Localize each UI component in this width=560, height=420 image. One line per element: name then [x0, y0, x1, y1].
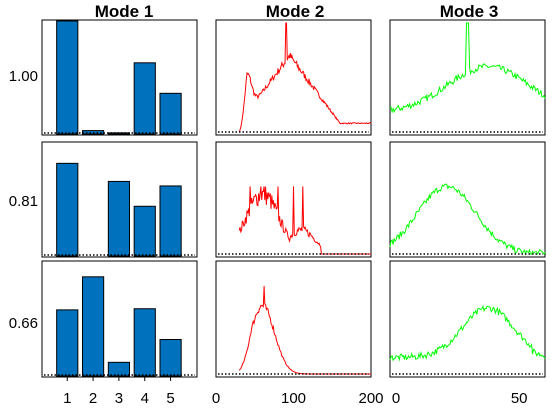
bar-row-1-cat-5	[159, 92, 182, 135]
title-mode-1: Mode 1	[95, 2, 154, 21]
bar-row-3-cat-3	[107, 361, 131, 377]
x-tick-mode-2-100: 100	[281, 390, 306, 407]
x-tick-mode-1-3: 3	[115, 390, 123, 407]
bar-row-3-cat-5	[159, 339, 182, 377]
panel-frame	[389, 19, 546, 136]
panel-frame	[215, 260, 372, 378]
series-mode-2	[238, 22, 372, 133]
series-mode-3	[389, 304, 546, 362]
x-tick-mode-2-200: 200	[358, 390, 383, 407]
panel-mode-2-row-3	[215, 260, 372, 378]
bar-row-1-cat-4	[133, 62, 156, 135]
bar-row-3-cat-2	[81, 276, 105, 377]
x-tick-mode-2-0: 0	[212, 390, 220, 407]
x-tick-mode-1-5: 5	[166, 390, 174, 407]
panel-mode-3-row-1	[389, 19, 546, 136]
x-tick-mode-1-4: 4	[141, 390, 149, 407]
bar-row-2-cat-5	[159, 185, 182, 257]
series-mode-3	[389, 183, 546, 256]
panel-mode-2-row-2	[215, 141, 372, 258]
panel-mode-3-row-2	[389, 141, 546, 258]
panel-mode-1-row-1	[41, 19, 198, 136]
x-tick-mode-1-2: 2	[89, 390, 97, 407]
bar-row-2-cat-3	[107, 180, 131, 257]
x-tick-mode-1-1: 1	[63, 390, 71, 407]
row-label-1: 1.00	[9, 68, 38, 85]
panel-mode-3-row-3	[389, 260, 546, 378]
panel-frame	[389, 141, 546, 258]
row-label-2: 0.81	[9, 193, 38, 210]
panel-frame	[215, 19, 372, 136]
series-mode-2	[238, 285, 371, 375]
bar-row-3-cat-1	[56, 309, 79, 377]
bar-row-2-cat-1	[56, 162, 79, 257]
bar-row-1-cat-1	[56, 20, 79, 135]
panel-mode-1-row-2	[41, 141, 198, 258]
row-label-3: 0.66	[9, 315, 38, 332]
panels	[41, 19, 546, 378]
panel-mode-2-row-1	[215, 19, 372, 136]
series-mode-2	[238, 186, 371, 255]
panel-mode-1-row-3	[41, 260, 198, 378]
x-tick-mode-3-0: 0	[392, 390, 400, 407]
column-titles: Mode 1 Mode 2 Mode 3	[95, 2, 499, 21]
panel-frame	[389, 260, 546, 378]
bar-row-3-cat-4	[133, 308, 156, 377]
x-tick-labels: 1 2 3 4 5 0 100 200 0 50	[63, 377, 528, 407]
series-mode-3	[389, 22, 546, 114]
title-mode-2: Mode 2	[266, 2, 325, 21]
x-tick-mode-3-50: 50	[511, 390, 528, 407]
row-labels: 1.00 0.81 0.66	[9, 68, 38, 332]
title-mode-3: Mode 3	[440, 2, 499, 21]
bar-row-2-cat-4	[133, 205, 156, 257]
